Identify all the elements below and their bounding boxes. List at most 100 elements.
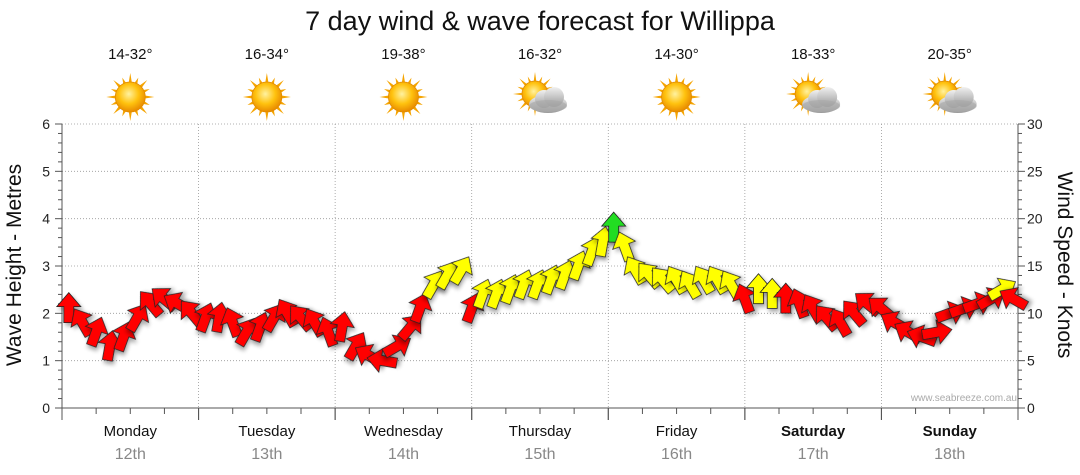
day-date: 14th [388,446,419,463]
wind-arrow [600,211,627,243]
wind-arrow [55,291,82,324]
sun-ray [265,73,269,84]
wind-arrow [220,307,245,339]
day-name: Saturday [781,423,846,440]
sun-ray [417,95,428,99]
temperature-range: 14-32° [108,46,152,63]
sun-ray [652,95,663,99]
day-name: Monday [104,423,158,440]
partly-cloudy-icon [922,72,977,116]
sun-icon [106,73,155,121]
day-date: 18th [934,446,965,463]
sun-ray [674,73,679,84]
temperature-range: 20-35° [928,46,972,63]
day-date: 15th [524,446,555,463]
sun-ray [786,92,797,96]
left-tick-label: 5 [42,163,50,179]
sun-icon [379,73,428,121]
wind-arrow [408,292,433,324]
right-tick-label: 30 [1027,116,1043,132]
day-name: Wednesday [364,423,443,440]
right-tick-label: 5 [1027,353,1035,369]
partly-cloudy-icon [513,72,567,116]
day-forecast-thursday: 16-32° [513,46,567,116]
sun-ray [128,110,132,121]
left-tick-label: 0 [42,400,50,416]
day-name: Sunday [923,423,978,440]
chart-grid [62,123,1018,408]
daily-forecast-row: 14-32° 16-34° 19-38° 16-32° 14-30° 18-33° 20-3… [106,46,977,121]
day-date: 16th [661,446,692,463]
temperature-range: 16-34° [245,46,289,63]
sun-disc [388,81,419,113]
day-forecast-wednesday: 19-38° [379,46,428,121]
right-tick-label: 25 [1027,163,1043,179]
left-tick-label: 2 [42,305,50,321]
day-labels: Monday 12th Tuesday 13th Wednesday 14th Thursd… [104,423,978,463]
chart-title: 7 day wind & wave forecast for Willippa [305,6,776,36]
right-tick-label: 15 [1027,258,1043,274]
sun-ray [690,95,701,99]
left-tick-label: 4 [42,211,50,227]
sun-ray [280,95,291,99]
cloud-shadow [529,100,567,112]
wind-arrow [999,287,1030,311]
cloud-icon [529,87,567,113]
right-axis-label: Wind Speed - Knots [1053,172,1076,359]
wind-arrows [55,211,1030,374]
sun-ray [533,72,537,83]
day-forecast-friday: 14-30° [652,46,701,121]
sun-ray [806,72,810,83]
wind-arrow [84,316,109,348]
watermark: www.seabreeze.com.au [910,393,1017,404]
sun-disc [114,81,146,113]
sun-icon [652,73,701,121]
cloud-shadow [802,100,841,112]
sun-ray [943,72,947,83]
temperature-range: 19-38° [381,46,425,63]
day-date: 17th [798,446,829,463]
day-forecast-sunday: 20-35° [922,46,977,116]
cloud-shadow [938,100,977,112]
cloud-icon [938,87,977,113]
chart-axes: 0 1 2 3 4 5 6 0 5 10 15 20 25 30 [42,116,1043,420]
right-tick-label: 0 [1027,400,1035,416]
temperature-range: 14-30° [654,46,698,63]
sun-ray [144,95,155,99]
left-tick-label: 1 [42,353,50,369]
wind-arrow [329,311,355,343]
right-tick-label: 10 [1027,305,1043,321]
sun-ray [401,110,406,121]
partly-cloudy-icon [786,72,841,116]
day-forecast-monday: 14-32° [106,46,155,121]
day-name: Tuesday [238,423,295,440]
sun-ray [922,92,933,96]
sun-ray [674,110,679,121]
day-date: 13th [251,446,282,463]
day-name: Friday [656,423,698,440]
sun-ray [128,73,132,84]
left-tick-label: 6 [42,116,50,132]
sun-ray [401,73,406,84]
sun-ray [379,95,390,99]
sun-icon [242,73,291,121]
sun-disc [251,81,283,113]
day-name: Thursday [509,423,572,440]
sun-ray [265,110,269,121]
cloud-icon [802,87,841,113]
sun-disc [661,81,692,113]
sun-ray [513,92,524,96]
right-tick-label: 20 [1027,211,1043,227]
left-tick-label: 3 [42,258,50,274]
day-date: 12th [115,446,146,463]
day-forecast-saturday: 18-33° [786,46,841,116]
wind-arrow [448,256,473,286]
wind-arrow [920,319,953,345]
sun-ray [242,95,253,99]
temperature-range: 16-32° [518,46,562,63]
left-axis-label: Wave Height - Metres [3,164,26,366]
day-forecast-tuesday: 16-34° [242,46,291,121]
wind-arrow [381,334,411,359]
wind-arrow [125,303,150,334]
